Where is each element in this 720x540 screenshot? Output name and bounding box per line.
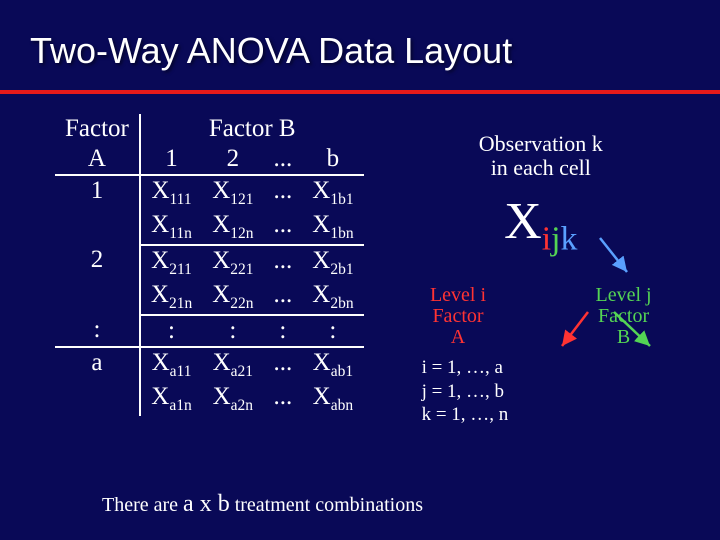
- index-definitions: i = 1, …, a j = 1, …, b k = 1, …, n: [382, 356, 700, 427]
- cell: Xa21: [202, 347, 263, 382]
- cell: :: [264, 315, 303, 347]
- level-j-l2: Factor: [598, 305, 649, 327]
- xijk-x: X: [504, 193, 542, 250]
- cell: X21n: [140, 280, 202, 315]
- obs-line1: Observation k: [479, 131, 603, 156]
- level-j-label: Level j Factor B: [547, 285, 700, 348]
- cell: Xa11: [140, 347, 202, 382]
- cell: :: [302, 315, 363, 347]
- cell: ...: [264, 175, 303, 210]
- footer-axb: a x b: [183, 491, 230, 517]
- cell: :: [202, 315, 263, 347]
- cell: X12n: [202, 210, 263, 245]
- level-i-label: Level i Factor A: [382, 285, 535, 348]
- footer-pre: There are: [102, 494, 183, 516]
- xijk-i: i: [542, 221, 551, 258]
- cell: X2b1: [302, 245, 363, 280]
- observation-label: Observation k in each cell: [382, 132, 700, 180]
- cell: :: [140, 315, 202, 347]
- level-labels: Level i Factor A Level j Factor B: [382, 285, 700, 348]
- cell: Xa1n: [140, 382, 202, 416]
- cell: X22n: [202, 280, 263, 315]
- col-header-dots: ...: [264, 144, 303, 175]
- cell: ...: [264, 210, 303, 245]
- cell: ...: [264, 347, 303, 382]
- cell: Xabn: [302, 382, 363, 416]
- cell: Xa2n: [202, 382, 263, 416]
- col-header-b: b: [302, 144, 363, 175]
- xijk-symbol: Xijk: [382, 192, 700, 258]
- level-j-l1: Level j: [596, 284, 652, 306]
- idx-k: k = 1, …, n: [422, 403, 700, 427]
- col-header-1: 1: [140, 144, 202, 175]
- factor-a-header-1: Factor: [55, 114, 140, 144]
- slide-title: Two-Way ANOVA Data Layout: [0, 0, 720, 94]
- content-region: Factor Factor B A 1 2 ... b 1 X111 X121 …: [0, 114, 720, 427]
- cell: X111: [140, 175, 202, 210]
- anova-table: Factor Factor B A 1 2 ... b 1 X111 X121 …: [55, 114, 364, 416]
- factor-b-header: Factor B: [140, 114, 364, 144]
- cell: X221: [202, 245, 263, 280]
- level-i-l3: A: [451, 326, 465, 348]
- cell: X1bn: [302, 210, 363, 245]
- cell: X11n: [140, 210, 202, 245]
- anova-table-region: Factor Factor B A 1 2 ... b 1 X111 X121 …: [55, 114, 364, 427]
- right-panel: Observation k in each cell Xijk Level i …: [364, 114, 700, 427]
- obs-line2: in each cell: [491, 155, 591, 180]
- cell: X211: [140, 245, 202, 280]
- xijk-k: k: [561, 221, 578, 258]
- cell: ...: [264, 280, 303, 315]
- xijk-j: j: [551, 221, 560, 258]
- level-i-l2: Factor: [432, 305, 483, 327]
- footer-post: treatment combinations: [230, 494, 423, 516]
- footer-note: There are a x b treatment combinations: [0, 491, 525, 518]
- factor-a-header-2: A: [55, 144, 140, 175]
- cell: ...: [264, 245, 303, 280]
- cell: X121: [202, 175, 263, 210]
- cell: X1b1: [302, 175, 363, 210]
- row-label-dots: :: [55, 315, 140, 347]
- idx-j: j = 1, …, b: [422, 380, 700, 404]
- row-label-a: a: [55, 347, 140, 416]
- cell: Xab1: [302, 347, 363, 382]
- idx-i: i = 1, …, a: [422, 356, 700, 380]
- cell: X2bn: [302, 280, 363, 315]
- row-label-1: 1: [55, 175, 140, 245]
- row-label-2: 2: [55, 245, 140, 315]
- col-header-2: 2: [202, 144, 263, 175]
- level-j-l3: B: [617, 326, 630, 348]
- level-i-l1: Level i: [430, 284, 486, 306]
- cell: ...: [264, 382, 303, 416]
